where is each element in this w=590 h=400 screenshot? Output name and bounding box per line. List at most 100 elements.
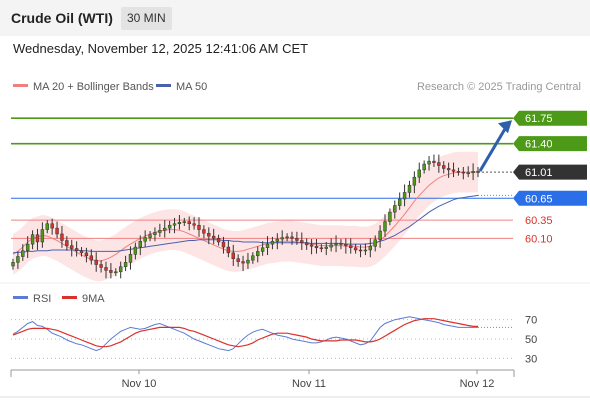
candle-body bbox=[304, 242, 309, 246]
candle-body bbox=[74, 248, 79, 251]
candle-body bbox=[118, 266, 123, 273]
candle bbox=[437, 154, 441, 173]
resistance-label-box bbox=[513, 136, 587, 152]
candle bbox=[128, 246, 133, 270]
candle-body bbox=[202, 229, 206, 234]
candle-body bbox=[290, 236, 294, 239]
resistance-label-box bbox=[513, 110, 587, 126]
candle bbox=[397, 192, 402, 210]
candle bbox=[344, 238, 348, 254]
candle-body bbox=[451, 169, 456, 172]
ma20-legend-swatch bbox=[13, 84, 28, 87]
candle-body bbox=[329, 244, 333, 248]
candle-body bbox=[207, 232, 211, 237]
candle bbox=[40, 222, 45, 248]
candle bbox=[280, 230, 284, 245]
rsi-tick-label: 30 bbox=[525, 353, 537, 365]
pivot-label-box bbox=[513, 190, 587, 206]
candle-body bbox=[251, 255, 255, 261]
candle-body bbox=[231, 252, 235, 259]
support-label: 60.35 bbox=[525, 215, 553, 227]
candle-body bbox=[11, 262, 15, 267]
ma50-legend-label: MA 50 bbox=[176, 81, 207, 93]
forecast-arrow bbox=[478, 126, 508, 172]
candle bbox=[211, 228, 216, 245]
candle bbox=[74, 241, 79, 257]
candle bbox=[285, 233, 289, 242]
candle bbox=[422, 160, 426, 174]
candle-body bbox=[446, 168, 451, 171]
rsi-ma-line bbox=[12, 318, 478, 348]
candle-body bbox=[241, 261, 245, 264]
candle-body bbox=[246, 259, 250, 264]
candle bbox=[158, 223, 162, 237]
candle-body bbox=[397, 198, 402, 206]
support-label: 60.10 bbox=[525, 233, 553, 245]
candle bbox=[466, 166, 470, 178]
candle bbox=[231, 244, 235, 266]
candle bbox=[118, 261, 123, 279]
candle-body bbox=[309, 244, 314, 247]
candle-body bbox=[79, 250, 84, 254]
candle-body bbox=[143, 237, 147, 242]
candle-body bbox=[363, 249, 368, 252]
candle bbox=[221, 236, 226, 254]
candle bbox=[363, 243, 368, 256]
candle bbox=[172, 217, 177, 234]
candle-body bbox=[25, 243, 30, 251]
candle-body bbox=[373, 239, 377, 247]
rsi-tick-label: 70 bbox=[525, 315, 537, 327]
candle bbox=[246, 252, 250, 269]
candle-body bbox=[187, 221, 191, 225]
candle bbox=[182, 217, 187, 226]
candle bbox=[432, 154, 436, 167]
candle bbox=[461, 166, 466, 180]
candle-body bbox=[104, 267, 108, 271]
resistance-label: 61.75 bbox=[525, 113, 553, 125]
timestamp: Wednesday, November 12, 2025 12:41:06 AM… bbox=[13, 41, 309, 56]
candle-body bbox=[55, 227, 59, 235]
candle bbox=[412, 171, 417, 194]
candle bbox=[329, 238, 333, 252]
candle bbox=[417, 162, 421, 183]
candle-body bbox=[319, 247, 324, 250]
candle bbox=[295, 231, 299, 245]
candle-body bbox=[16, 256, 20, 263]
candle-body bbox=[30, 234, 35, 245]
candle bbox=[334, 235, 338, 253]
candle bbox=[84, 247, 89, 263]
candle bbox=[353, 244, 358, 254]
candle bbox=[471, 163, 475, 181]
instrument-title: Crude Oil (WTI) bbox=[11, 10, 113, 26]
candle-body bbox=[236, 258, 240, 262]
candle-body bbox=[344, 243, 348, 246]
candle bbox=[373, 235, 377, 252]
candle bbox=[133, 242, 138, 260]
candle bbox=[270, 236, 275, 250]
candle bbox=[349, 238, 353, 254]
candle-body bbox=[70, 245, 74, 249]
candle bbox=[256, 246, 260, 263]
candle-body bbox=[466, 172, 470, 175]
candle-body bbox=[442, 165, 446, 169]
candle-body bbox=[256, 251, 260, 257]
candle-body bbox=[148, 234, 152, 238]
candle-body bbox=[422, 163, 426, 171]
candle-body bbox=[226, 246, 231, 254]
candle bbox=[79, 247, 84, 257]
candle bbox=[35, 228, 40, 250]
candle-body bbox=[211, 235, 216, 239]
candle bbox=[456, 167, 461, 176]
x-tick-label: Nov 11 bbox=[292, 378, 326, 390]
candle bbox=[21, 244, 25, 261]
interval-button[interactable]: 30 MIN bbox=[121, 7, 172, 30]
candle-body bbox=[50, 223, 54, 229]
rsi-line bbox=[12, 316, 478, 352]
candle bbox=[314, 239, 319, 254]
candle-body bbox=[378, 230, 382, 241]
candle bbox=[197, 217, 201, 237]
ma50-legend-swatch bbox=[156, 84, 171, 87]
candle bbox=[16, 251, 20, 269]
candle-body bbox=[65, 240, 69, 246]
